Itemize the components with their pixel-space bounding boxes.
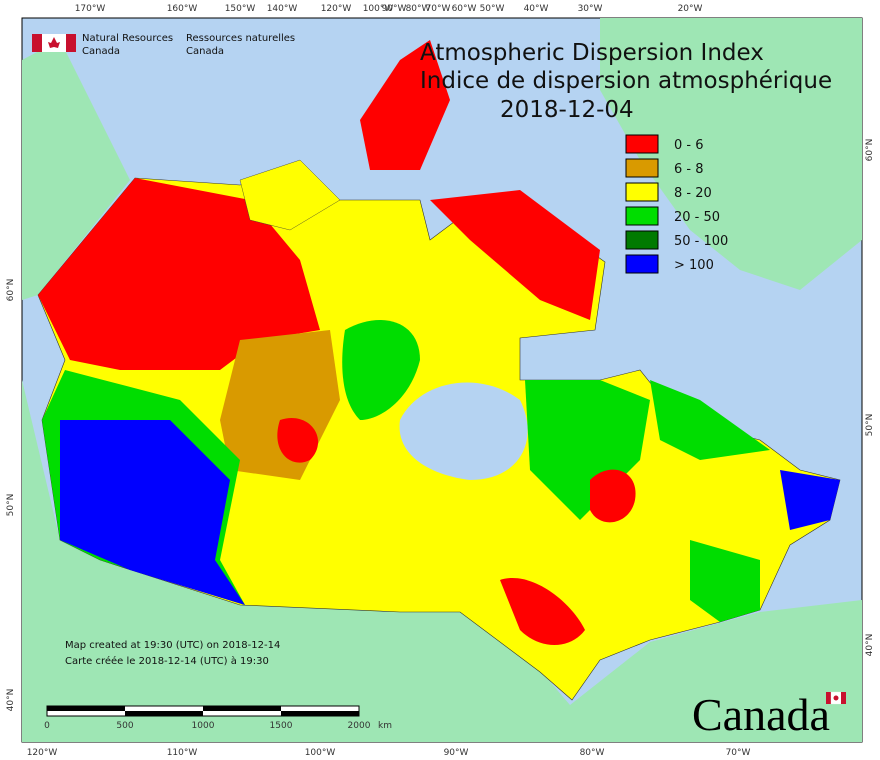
graticule-label: 70°W [426, 4, 451, 14]
note: Carte créée le 2018-12-14 (UTC) à 19:30 [65, 655, 269, 667]
title-en: Atmospheric Dispersion Index [420, 40, 764, 66]
legend-label: 8 - 20 [674, 186, 712, 201]
agency-fr: Ressources naturelles [186, 33, 295, 44]
scale-label: 500 [116, 721, 133, 731]
graticule-label: 90°W [444, 748, 469, 758]
scale-bar [46, 705, 360, 717]
legend-swatch [625, 254, 659, 274]
graticule-label: 110°W [167, 748, 198, 758]
legend-label: > 100 [674, 258, 714, 273]
scale-label: 1500 [270, 721, 293, 731]
graticule-label: 50°N [865, 414, 875, 437]
graticule-label: 60°N [865, 139, 875, 162]
legend: 0 - 6 6 - 8 8 - 20 20 - 50 50 - 100 > 100 [625, 134, 728, 274]
nrcan-logo [32, 34, 76, 52]
graticule-label: 40°W [524, 4, 549, 14]
graticule-label: 100°W [363, 4, 394, 14]
graticule-label: 20°W [678, 4, 703, 14]
legend-swatch [625, 158, 659, 178]
legend-label: 50 - 100 [674, 234, 728, 249]
graticule-label: 60°N [6, 279, 16, 302]
date: 2018-12-04 [500, 97, 634, 123]
graticule-label: 50°N [6, 494, 16, 517]
graticule-label: 60°W [452, 4, 477, 14]
note: Map created at 19:30 (UTC) on 2018-12-14 [65, 640, 280, 651]
scale-label: 0 [44, 721, 50, 731]
agency-fr: Canada [186, 46, 224, 57]
wordmark: Canada [692, 689, 830, 740]
legend-label: 20 - 50 [674, 210, 720, 225]
legend-swatch [625, 206, 659, 226]
legend-swatch [625, 134, 659, 154]
graticule-label: 100°W [305, 748, 336, 758]
legend-swatch [625, 182, 659, 202]
graticule-label: 80°W [580, 748, 605, 758]
graticule: 170°W 160°W 150°W 140°W 120°W 100°W90°W 80°W70… [6, 4, 875, 758]
scale-labels: 0 500 1000 1500 2000 km [44, 721, 392, 731]
graticule-label: 150°W [225, 4, 256, 14]
legend-label: 0 - 6 [674, 138, 704, 153]
land [22, 18, 862, 742]
graticule-label: 50°W [480, 4, 505, 14]
graticule-label: 40°N [6, 689, 16, 712]
graticule-label: 120°W [321, 4, 352, 14]
agency-en: Natural Resources [82, 33, 173, 44]
scale-label: 1000 [192, 721, 215, 731]
wordmark-flag [826, 691, 846, 705]
graticule-label: 80°W [406, 4, 431, 14]
graticule-label: 120°W [27, 748, 58, 758]
graticule-label: 30°W [578, 4, 603, 14]
graticule-label: 170°W [75, 4, 106, 14]
graticule-label: 140°W [267, 4, 298, 14]
title-fr: Indice de dispersion atmosphérique [420, 68, 832, 94]
legend-label: 6 - 8 [674, 162, 704, 177]
graticule-label: 70°W [726, 748, 751, 758]
graticule-label: 160°W [167, 4, 198, 14]
agency-en: Canada [82, 46, 120, 57]
scale-unit: km [378, 721, 392, 731]
legend-swatch [625, 230, 659, 250]
graticule-label: 90°W [382, 4, 407, 14]
scale-label: 2000 [348, 721, 371, 731]
graticule-label: 40°N [865, 634, 875, 657]
